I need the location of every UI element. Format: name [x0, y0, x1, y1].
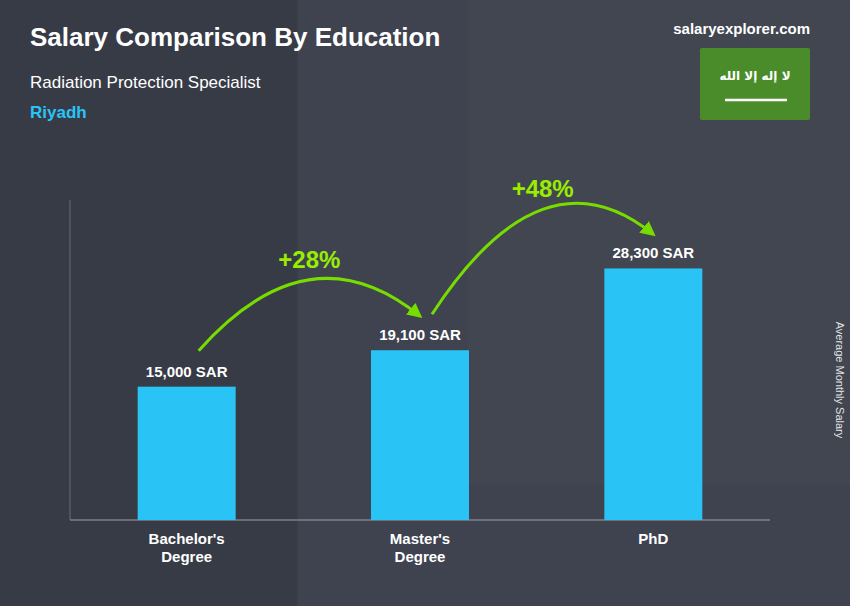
data-label: 28,300 SAR [612, 244, 694, 261]
growth-label: +48% [512, 175, 574, 202]
bar [138, 387, 236, 520]
x-tick-label-line: Degree [395, 548, 446, 565]
bars [138, 268, 703, 520]
chart: Salary Comparison By Education Radiation … [0, 0, 850, 606]
flag-sword [725, 99, 787, 102]
x-tick-label-line: Master's [390, 530, 450, 547]
subtitle: Radiation Protection Specialist [30, 73, 261, 92]
background [0, 0, 850, 606]
title: Salary Comparison By Education [30, 22, 440, 52]
bar [604, 268, 702, 520]
x-tick-label-line: Bachelor's [149, 530, 225, 547]
y-axis-label: Average Monthly Salary [834, 322, 846, 439]
flag-text: لا إله إلا الله [719, 69, 790, 83]
flag: لا إله إلا الله [700, 48, 810, 120]
data-label: 15,000 SAR [146, 363, 228, 380]
x-tick-label-line: Degree [161, 548, 212, 565]
x-tick-label: Bachelor'sDegree [149, 530, 225, 565]
flag-field [700, 48, 810, 120]
growth-label: +28% [278, 246, 340, 273]
data-label: 19,100 SAR [379, 326, 461, 343]
y-axis-line [70, 200, 71, 520]
x-tick-label: Master'sDegree [390, 530, 450, 565]
brand: salaryexplorer.com [673, 20, 810, 37]
x-tick-label-line: PhD [638, 530, 668, 547]
growth-arrow [432, 203, 653, 314]
city: Riyadh [30, 103, 87, 122]
bar [371, 350, 469, 520]
chart-container: Salary Comparison By Education Radiation … [0, 0, 850, 606]
x-tick-label: PhD [638, 530, 668, 547]
growth-arrow [199, 278, 420, 350]
